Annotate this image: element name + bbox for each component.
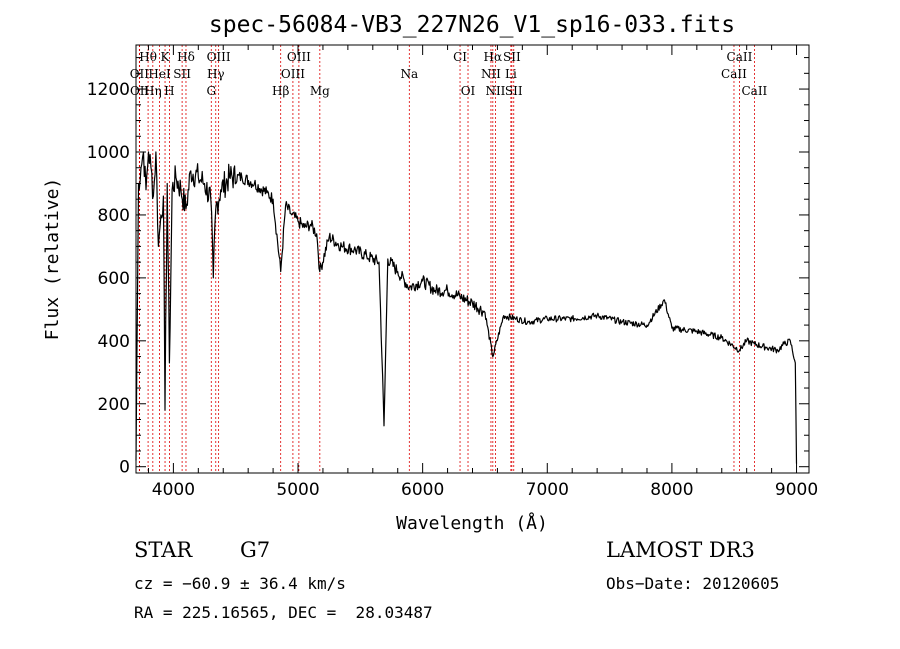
line-label: Hδ — [177, 50, 195, 64]
line-label: Hα — [484, 50, 503, 64]
x-tick-label: 8000 — [650, 480, 693, 500]
line-label: SII — [173, 67, 191, 81]
x-axis-ticks: 4000 5000 6000 7000 8000 9000 — [147, 45, 818, 500]
line-label: G — [206, 84, 216, 98]
y-tick-label: 0 — [119, 458, 130, 478]
line-label: CaII — [741, 84, 767, 98]
line-label: CaII — [721, 67, 747, 81]
y-axis-label: Flux (relative) — [42, 178, 63, 341]
chart-title: spec-56084-VB3_227N26_V1_sp16-033.fits — [209, 12, 735, 38]
y-tick-label: 400 — [98, 332, 130, 352]
line-label: NII — [485, 84, 505, 98]
object-subclass: G7 — [240, 538, 271, 562]
line-label: Hθ — [139, 50, 157, 64]
line-label: Hγ — [207, 67, 225, 81]
x-axis-label: Wavelength (Å) — [396, 512, 548, 534]
x-tick-label: 7000 — [526, 480, 569, 500]
line-label: OIII — [207, 50, 231, 64]
redshift-velocity: cz = −60.9 ± 36.4 km/s — [134, 574, 346, 593]
line-label: SII — [503, 50, 521, 64]
line-label: OI — [461, 84, 476, 98]
spectrum-line — [135, 151, 798, 464]
y-tick-label: 1000 — [87, 143, 130, 163]
plot-frame — [135, 44, 810, 474]
line-label: OIII — [287, 50, 311, 64]
line-label: HeI — [148, 67, 171, 81]
emission-lines — [138, 45, 755, 473]
y-tick-label: 800 — [98, 206, 130, 226]
line-label: NII — [481, 67, 501, 81]
line-label: OII — [130, 67, 150, 81]
observation-date: Obs−Date: 20120605 — [606, 574, 780, 593]
line-label: Mg — [310, 84, 330, 98]
x-tick-label: 4000 — [152, 480, 195, 500]
object-class: STAR — [134, 538, 193, 562]
sky-coordinates: RA = 225.16565, DEC = 28.03487 — [134, 603, 433, 622]
line-label: CaII — [727, 50, 753, 64]
line-label: Li — [505, 67, 517, 81]
line-label: Hη — [144, 84, 162, 98]
line-label: SII — [505, 84, 523, 98]
line-label: Na — [400, 67, 418, 81]
line-label: CI — [453, 50, 467, 64]
y-axis-ticks: 0 200 400 600 800 1000 1200 — [87, 57, 809, 478]
y-tick-label: 600 — [98, 269, 130, 289]
line-label: Hβ — [272, 84, 289, 98]
line-label: OII — [130, 84, 150, 98]
x-tick-label: 5000 — [276, 480, 319, 500]
line-label: K — [161, 50, 171, 64]
line-label: OIII — [281, 67, 305, 81]
y-tick-label: 1200 — [87, 80, 130, 100]
x-tick-label: 6000 — [401, 480, 444, 500]
line-label: H — [164, 84, 174, 98]
x-tick-label: 9000 — [775, 480, 818, 500]
survey-name: LAMOST DR3 — [606, 538, 755, 562]
y-tick-label: 200 — [98, 395, 130, 415]
